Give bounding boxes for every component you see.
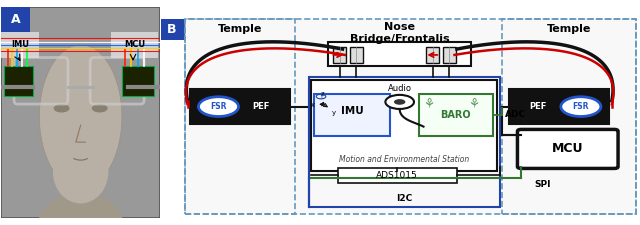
Text: ADC: ADC [504,110,525,119]
FancyBboxPatch shape [518,129,618,169]
FancyBboxPatch shape [419,94,493,136]
Text: y: y [332,110,336,116]
Text: BARO: BARO [440,110,471,120]
Text: FSR: FSR [211,102,227,111]
Text: z: z [321,91,324,97]
FancyBboxPatch shape [190,89,290,124]
Text: Nose
Bridge/Frontalis: Nose Bridge/Frontalis [350,22,449,44]
Text: IMU: IMU [340,106,364,116]
FancyBboxPatch shape [328,42,471,65]
Ellipse shape [40,45,122,189]
FancyBboxPatch shape [159,18,185,40]
Text: i: i [320,94,322,99]
Text: SPI: SPI [534,180,551,189]
FancyBboxPatch shape [349,47,363,63]
Text: MCU: MCU [124,40,145,49]
FancyBboxPatch shape [1,7,30,32]
Circle shape [561,97,601,117]
Ellipse shape [92,104,108,112]
Text: PEF: PEF [253,102,270,111]
Text: FSR: FSR [573,102,589,111]
FancyBboxPatch shape [1,7,160,218]
Ellipse shape [37,192,124,225]
FancyBboxPatch shape [333,47,346,63]
Text: Temple: Temple [547,24,591,34]
Text: Audio: Audio [388,83,412,92]
FancyBboxPatch shape [122,66,154,96]
Text: Motion and Environmental Station: Motion and Environmental Station [339,155,470,164]
Text: B: B [167,22,177,36]
Text: MCU: MCU [552,142,583,155]
FancyBboxPatch shape [312,80,497,171]
FancyBboxPatch shape [1,32,40,58]
Text: ADS1015: ADS1015 [376,171,418,180]
Ellipse shape [53,140,108,203]
FancyBboxPatch shape [338,168,457,183]
FancyBboxPatch shape [4,66,33,96]
Ellipse shape [54,104,70,112]
Text: A: A [11,13,20,26]
Circle shape [198,97,239,117]
FancyBboxPatch shape [509,89,609,124]
Circle shape [394,99,405,105]
Text: I2C: I2C [396,194,413,203]
FancyBboxPatch shape [314,94,390,136]
FancyBboxPatch shape [443,47,456,63]
FancyBboxPatch shape [426,47,439,63]
Text: Temple: Temple [218,24,262,34]
Text: PEF: PEF [529,102,547,111]
Text: ⚘: ⚘ [468,98,479,111]
Text: ⚘: ⚘ [424,98,435,111]
Circle shape [385,95,414,109]
FancyBboxPatch shape [111,32,159,58]
FancyBboxPatch shape [185,18,636,214]
Text: x: x [310,102,315,108]
Text: IMU: IMU [12,40,29,49]
